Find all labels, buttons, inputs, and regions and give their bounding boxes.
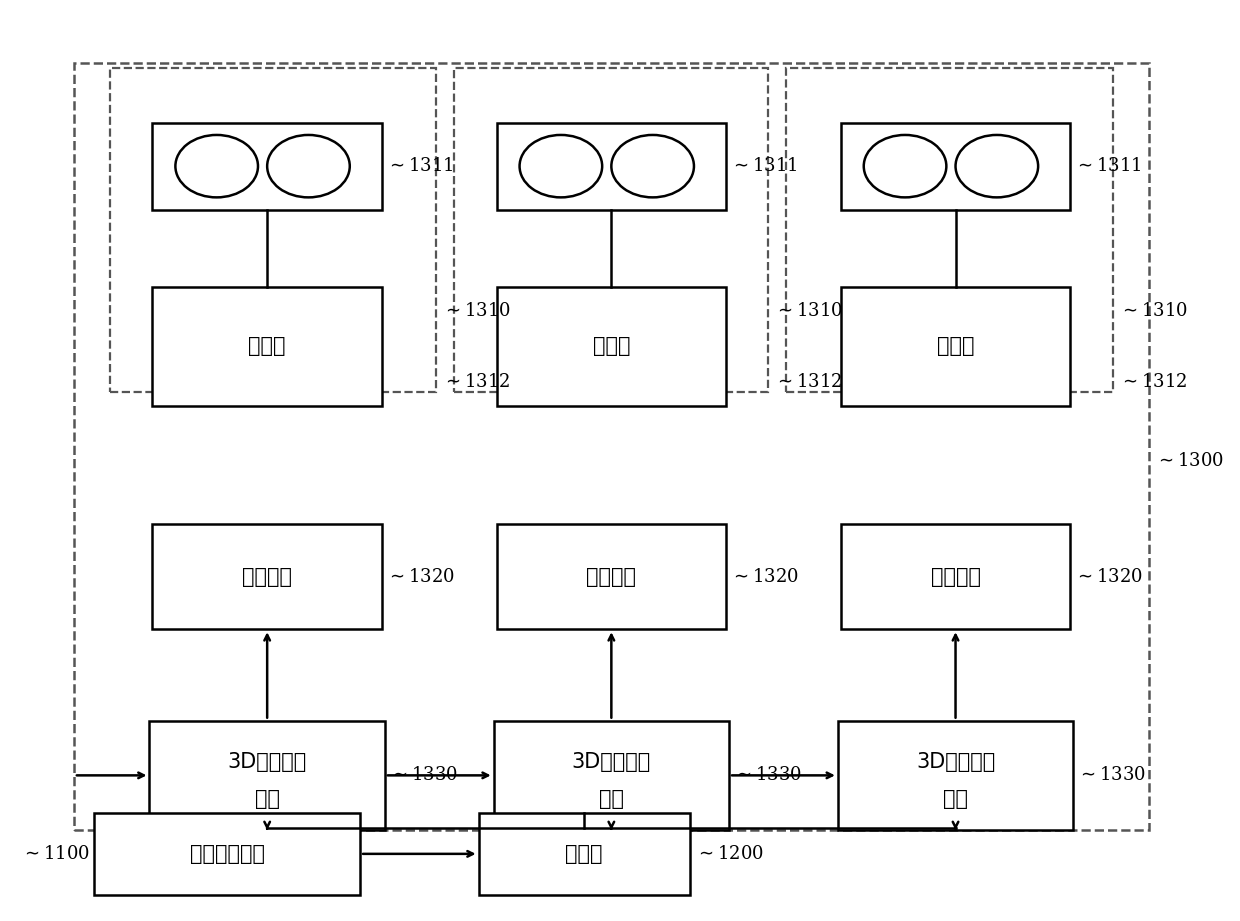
Bar bbox=[74, 64, 1148, 830]
Text: $\sim$1100: $\sim$1100 bbox=[21, 845, 89, 863]
Text: 分路器: 分路器 bbox=[565, 844, 603, 864]
Text: $\sim$1200: $\sim$1200 bbox=[694, 845, 764, 863]
Text: 计算机: 计算机 bbox=[593, 336, 630, 356]
Text: $\sim$1311: $\sim$1311 bbox=[729, 157, 797, 175]
Bar bbox=[841, 524, 1070, 629]
Bar bbox=[786, 68, 1112, 392]
Text: $\sim$1320: $\sim$1320 bbox=[1074, 568, 1142, 586]
Text: 装置: 装置 bbox=[599, 789, 624, 810]
Text: $\sim$1320: $\sim$1320 bbox=[386, 568, 454, 586]
Text: $\sim$1312: $\sim$1312 bbox=[443, 373, 511, 391]
Bar bbox=[153, 287, 382, 406]
Text: $\sim$1310: $\sim$1310 bbox=[1118, 302, 1187, 320]
Bar bbox=[497, 524, 727, 629]
Text: 显示屏幕: 显示屏幕 bbox=[930, 566, 981, 587]
Text: $\sim$1312: $\sim$1312 bbox=[1118, 373, 1187, 391]
Bar bbox=[494, 720, 729, 830]
Text: $\sim$1300: $\sim$1300 bbox=[1154, 451, 1224, 470]
Text: $\sim$1311: $\sim$1311 bbox=[1074, 157, 1141, 175]
Text: 显示屏幕: 显示屏幕 bbox=[587, 566, 636, 587]
Text: $\sim$1330: $\sim$1330 bbox=[1076, 766, 1146, 785]
Bar bbox=[153, 122, 382, 209]
Bar bbox=[841, 122, 1070, 209]
Bar bbox=[838, 720, 1074, 830]
Bar bbox=[497, 287, 727, 406]
Text: 装置: 装置 bbox=[944, 789, 968, 810]
Text: $\sim$1330: $\sim$1330 bbox=[733, 766, 801, 785]
Text: $\sim$1320: $\sim$1320 bbox=[729, 568, 799, 586]
Text: 计算机: 计算机 bbox=[936, 336, 975, 356]
Text: $\sim$1312: $\sim$1312 bbox=[775, 373, 842, 391]
Bar bbox=[94, 813, 360, 895]
Text: 内穥镜子系统: 内穥镜子系统 bbox=[190, 844, 265, 864]
Bar bbox=[153, 524, 382, 629]
Text: $\sim$1330: $\sim$1330 bbox=[388, 766, 458, 785]
Bar bbox=[479, 813, 689, 895]
Bar bbox=[841, 287, 1070, 406]
Text: 装置: 装置 bbox=[254, 789, 280, 810]
Text: $\sim$1311: $\sim$1311 bbox=[386, 157, 453, 175]
Bar bbox=[110, 68, 436, 392]
Text: $\sim$1310: $\sim$1310 bbox=[775, 302, 843, 320]
Text: 3D图像处理: 3D图像处理 bbox=[916, 752, 996, 772]
Bar bbox=[454, 68, 769, 392]
Text: 显示屏幕: 显示屏幕 bbox=[242, 566, 293, 587]
Bar bbox=[150, 720, 384, 830]
Text: $\sim$1310: $\sim$1310 bbox=[443, 302, 511, 320]
Bar bbox=[497, 122, 727, 209]
Text: 3D图像处理: 3D图像处理 bbox=[572, 752, 651, 772]
Text: 计算机: 计算机 bbox=[248, 336, 286, 356]
Text: 3D图像处理: 3D图像处理 bbox=[228, 752, 306, 772]
